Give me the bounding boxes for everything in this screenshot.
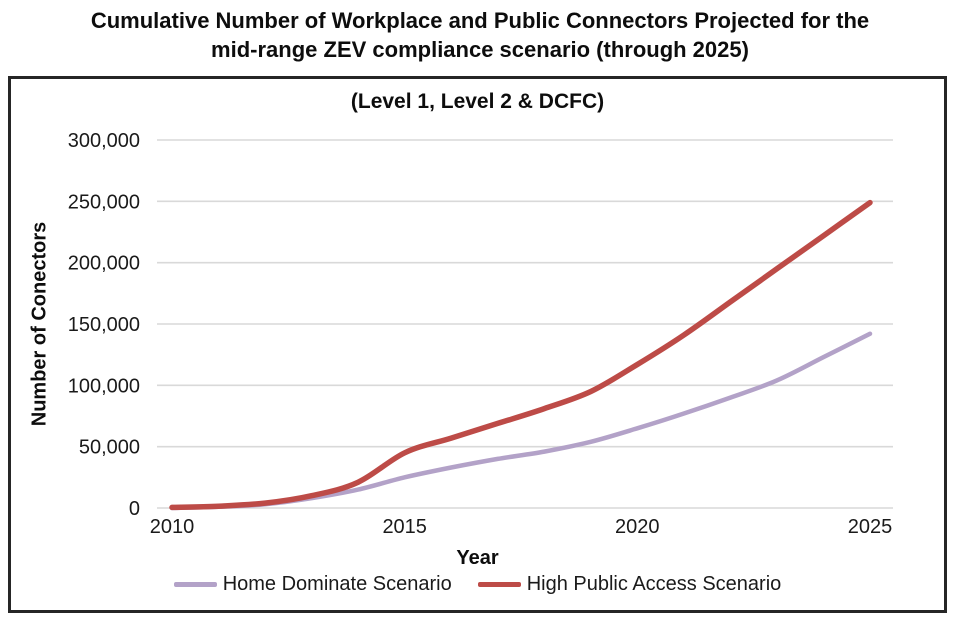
- x-axis-title: Year: [456, 547, 499, 569]
- plot-svg: 0 50,000 100,000 150,000 200,000 250,000 300,0…: [68, 130, 893, 538]
- x-tick-label: 2020: [615, 516, 660, 538]
- legend-label: High Public Access Scenario: [526, 573, 782, 595]
- series-line: [169, 331, 873, 511]
- chart-box: (Level 1, Level 2 & DCFC) Number of Cone…: [8, 76, 947, 613]
- legend: Home Dominate Scenario High Public Acces…: [11, 573, 944, 596]
- x-tick-label: 2025: [848, 516, 893, 538]
- legend-item-home-dominate: Home Dominate Scenario: [173, 573, 452, 596]
- x-tick-label: 2015: [382, 516, 427, 538]
- legend-item-high-public-access: High Public Access Scenario: [477, 573, 782, 596]
- figure-title: Cumulative Number of Workplace and Publi…: [0, 6, 960, 64]
- y-tick-label: 100,000: [68, 375, 140, 397]
- y-tick-label: 0: [129, 498, 140, 520]
- line-swatch-icon: [477, 582, 521, 587]
- y-tick-label: 150,000: [68, 314, 140, 336]
- figure-title-line1: Cumulative Number of Workplace and Publi…: [90, 8, 870, 33]
- y-tick-label: 300,000: [68, 130, 140, 152]
- x-tick-label: 2010: [150, 516, 195, 538]
- chart-subtitle: (Level 1, Level 2 & DCFC): [350, 90, 605, 113]
- y-tick-label: 200,000: [68, 253, 140, 275]
- line-swatch-icon: [173, 582, 217, 587]
- y-tick-label: 50,000: [79, 437, 140, 459]
- figure-title-line2: mid-range ZEV compliance scenario (throu…: [211, 37, 749, 62]
- legend-label: Home Dominate Scenario: [222, 573, 452, 595]
- series-line: [169, 199, 873, 511]
- y-tick-label: 250,000: [68, 191, 140, 213]
